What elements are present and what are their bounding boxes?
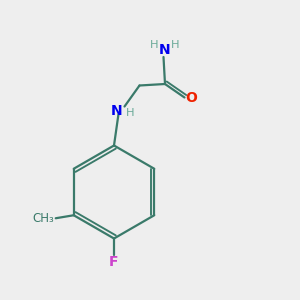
Text: CH₃: CH₃ <box>32 212 54 225</box>
Text: F: F <box>109 256 119 269</box>
Text: H: H <box>171 40 179 50</box>
Text: N: N <box>111 104 122 118</box>
Text: N: N <box>158 43 170 56</box>
Text: O: O <box>185 91 197 104</box>
Text: H: H <box>150 40 159 50</box>
Text: H: H <box>126 107 134 118</box>
